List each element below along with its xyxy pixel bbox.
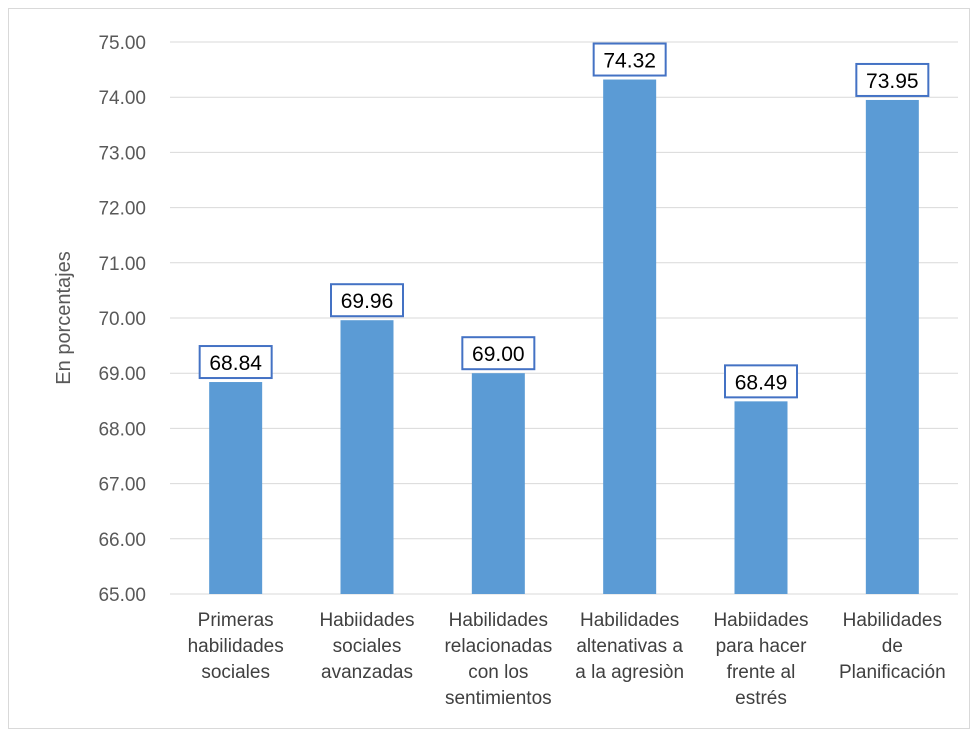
data-label: 69.00	[472, 343, 525, 366]
bar	[734, 401, 788, 594]
data-label: 68.49	[735, 371, 788, 394]
bars	[209, 79, 919, 595]
y-tick-label: 66.00	[98, 530, 146, 551]
x-category-label: Habiidades sociales avanzadas	[319, 610, 414, 683]
bar	[471, 373, 525, 594]
data-label-box	[461, 336, 536, 371]
y-tick-label: 74.00	[98, 88, 146, 109]
x-category-label: Habiidades para hacer frente al estrés	[713, 610, 808, 709]
bar	[209, 382, 263, 594]
y-tick-label: 71.00	[98, 254, 146, 275]
data-labels: 68.84 69.96 69.00 74.32 68.49 73.95	[198, 42, 930, 399]
y-tick-label: 69.00	[98, 364, 146, 385]
y-tick-label: 72.00	[98, 199, 146, 220]
y-tick-label: 65.00	[98, 585, 146, 606]
data-label: 68.84	[209, 352, 262, 375]
x-category-label: Primeras habilidades sociales	[188, 610, 284, 683]
data-label-box	[330, 283, 404, 318]
bar	[865, 99, 919, 595]
data-label: 73.95	[866, 70, 919, 93]
data-label: 69.96	[341, 290, 394, 313]
x-axis-categories: Primeras habilidades sociales Habiidades soc…	[188, 610, 946, 709]
data-label: 74.32	[603, 50, 656, 73]
data-label-box	[724, 364, 798, 399]
data-label-box	[855, 62, 930, 97]
x-category-label: Habilidades de Planificación	[839, 610, 946, 683]
data-label-box	[592, 42, 667, 77]
gridlines	[170, 41, 958, 595]
x-category-label: Habilidades relacionadas con los sentimient…	[444, 610, 552, 709]
y-tick-label: 73.00	[98, 143, 146, 164]
y-tick-label: 75.00	[98, 33, 146, 54]
y-tick-label: 68.00	[98, 419, 146, 440]
bar	[603, 79, 657, 594]
y-tick-label: 67.00	[98, 475, 146, 496]
y-tick-label: 70.00	[98, 309, 146, 330]
y-axis-title: En porcentajes	[53, 251, 75, 384]
y-axis-ticks: 65.00 66.00 67.00 68.00 69.00 70.00 71.00 72.00…	[98, 33, 146, 606]
bar	[340, 320, 394, 594]
data-label-box	[198, 345, 273, 380]
